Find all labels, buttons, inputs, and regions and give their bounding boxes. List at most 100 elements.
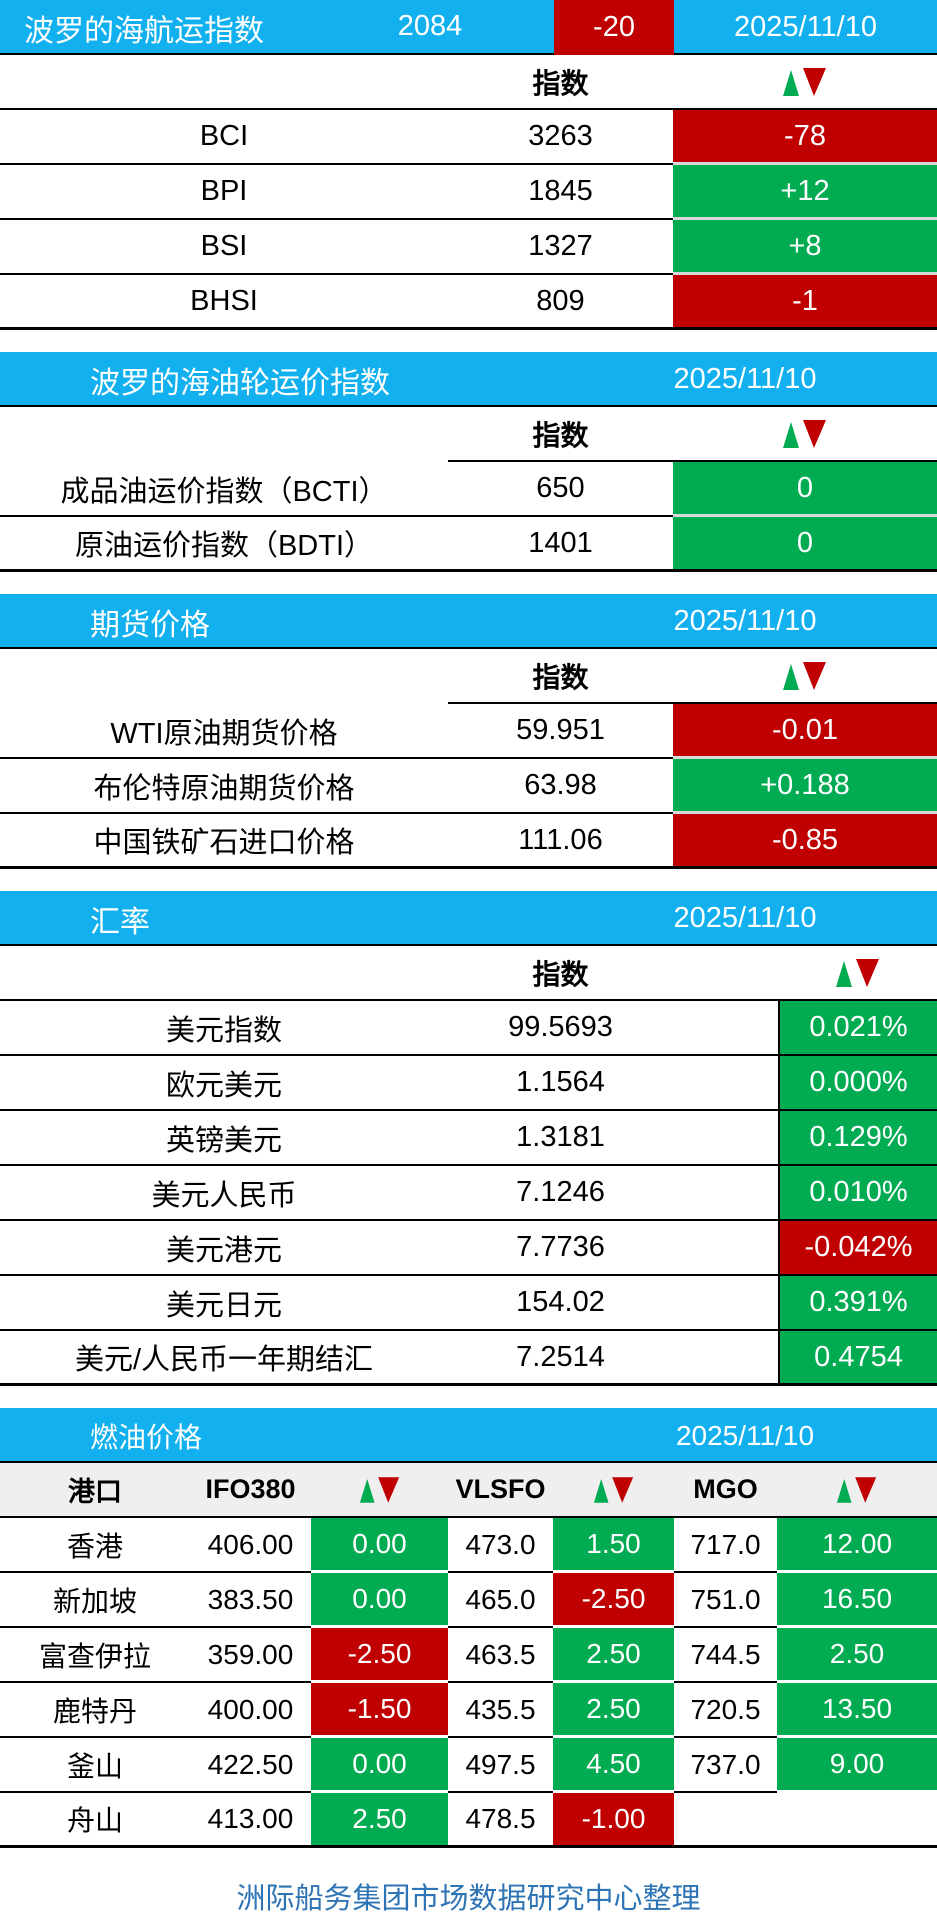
report-date: 2025/11/10 (673, 902, 817, 934)
row-change: -0.85 (673, 814, 937, 869)
vlsfo-value: 473.0 (448, 1518, 553, 1573)
up-down-icon (782, 419, 828, 449)
empty-cell (0, 946, 448, 1001)
vlsfo-value: 478.5 (448, 1793, 553, 1848)
row-value: 154.02 (448, 1276, 673, 1331)
row-label: 美元人民币 (0, 1166, 448, 1221)
row-label: BHSI (0, 275, 448, 330)
table-row: 美元人民币 7.1246 0.010% (0, 1166, 937, 1221)
footer-credit: 洲际船务集团市场数据研究中心整理 (236, 1883, 701, 1915)
mgo-value (674, 1793, 777, 1848)
ifo380-value: 359.00 (190, 1628, 311, 1683)
row-value: 111.06 (448, 814, 673, 869)
up-down-icon (836, 1476, 878, 1504)
row-change: 0 (673, 517, 937, 572)
port-name: 釜山 (0, 1738, 190, 1793)
port-name: 香港 (0, 1518, 190, 1573)
up-down-icon (359, 1476, 401, 1504)
mgo-change: 12.00 (777, 1518, 937, 1573)
table-row: BHSI 809 -1 (0, 275, 937, 330)
mgo-change: 16.50 (777, 1573, 937, 1628)
headline-index-value: 2084 (397, 10, 463, 42)
report-date: 2025/11/10 (673, 605, 817, 637)
row-change: -1 (673, 275, 937, 330)
section-header: 波罗的海航运指数 2084 -20 2025/11/10 (0, 0, 937, 55)
vlsfo-column-header: VLSFO (448, 1463, 553, 1518)
section-title-cell: 波罗的海航运指数 2084 (0, 0, 554, 55)
row-change: 0.129% (778, 1111, 937, 1166)
row-label: BCI (0, 110, 448, 165)
row-change: -0.042% (778, 1221, 937, 1276)
table-row: 新加坡 383.50 0.00 465.0 -2.50 751.0 16.50 (0, 1573, 937, 1628)
empty-cell (673, 1166, 778, 1221)
up-down-icon (782, 661, 828, 691)
ifo380-value: 400.00 (190, 1683, 311, 1738)
row-value: 3263 (448, 110, 673, 165)
row-label: 美元日元 (0, 1276, 448, 1331)
section-header: 燃油价格 2025/11/10 (0, 1408, 937, 1463)
up-down-icon (593, 1476, 635, 1504)
section-baltic-shipping-index: 波罗的海航运指数 2084 -20 2025/11/10 指数 BCI 3263… (0, 0, 937, 330)
row-label: 美元/人民币一年期结汇 (0, 1331, 448, 1386)
vlsfo-value: 435.5 (448, 1683, 553, 1738)
row-change: 0.010% (778, 1166, 937, 1221)
empty-cell (673, 1111, 778, 1166)
ifo380-change: 0.00 (311, 1518, 448, 1573)
report-date: 2025/11/10 (675, 1419, 815, 1451)
port-name: 鹿特丹 (0, 1683, 190, 1738)
section-title: 波罗的海油轮运价指数 (90, 366, 390, 400)
table-row: 香港 406.00 0.00 473.0 1.50 717.0 12.00 (0, 1518, 937, 1573)
row-label: 美元指数 (0, 1001, 448, 1056)
column-header-row: 港口 IFO380 VLSFO MGO (0, 1463, 937, 1518)
row-value: 1.1564 (448, 1056, 673, 1111)
ifo380-change: 0.00 (311, 1573, 448, 1628)
empty-cell (673, 1221, 778, 1276)
index-column-header: 指数 (448, 55, 673, 110)
table-row: 成品油运价指数（BCTI） 650 0 (0, 462, 937, 517)
ifo380-change: 2.50 (311, 1793, 448, 1848)
empty-cell (673, 1331, 778, 1386)
section-header: 波罗的海油轮运价指数 2025/11/10 (0, 352, 937, 407)
ifo380-column-header: IFO380 (190, 1463, 311, 1518)
ifo380-change: -1.50 (311, 1683, 448, 1738)
table-row: 布伦特原油期货价格 63.98 +0.188 (0, 759, 937, 814)
ifo380-value: 422.50 (190, 1738, 311, 1793)
row-value: 1327 (448, 220, 673, 275)
section-title: 燃油价格 (90, 1421, 203, 1453)
table-row: 釜山 422.50 0.00 497.5 4.50 737.0 9.00 (0, 1738, 937, 1793)
mgo-change: 9.00 (777, 1738, 937, 1793)
port-name: 舟山 (0, 1793, 190, 1848)
row-value: 650 (448, 462, 673, 517)
empty-cell (673, 1056, 778, 1111)
column-header-row: 指数 (0, 946, 937, 1001)
ifo380-change: -2.50 (311, 1628, 448, 1683)
section-header: 汇率 2025/11/10 (0, 891, 937, 946)
ifo380-value: 383.50 (190, 1573, 311, 1628)
empty-cell (0, 55, 448, 110)
mgo-value: 737.0 (674, 1738, 777, 1793)
section-title: 期货价格 (90, 608, 210, 642)
section-header: 期货价格 2025/11/10 (0, 594, 937, 649)
row-label: 美元港元 (0, 1221, 448, 1276)
vlsfo-change: 4.50 (553, 1738, 674, 1793)
section-futures-prices: 期货价格 2025/11/10 指数 WTI原油期货价格 59.951 -0.0… (0, 594, 937, 869)
row-label: BSI (0, 220, 448, 275)
section-baltic-tanker-index: 波罗的海油轮运价指数 2025/11/10 指数 成品油运价指数（BCTI） 6… (0, 352, 937, 572)
row-change: 0.391% (778, 1276, 937, 1331)
table-row: 英镑美元 1.3181 0.129% (0, 1111, 937, 1166)
headline-change-badge: -20 (554, 0, 674, 55)
port-column-header: 港口 (0, 1463, 190, 1518)
table-row: 欧元美元 1.1564 0.000% (0, 1056, 937, 1111)
table-row: 美元/人民币一年期结汇 7.2514 0.4754 (0, 1331, 937, 1386)
vlsfo-value: 463.5 (448, 1628, 553, 1683)
mgo-value: 717.0 (674, 1518, 777, 1573)
empty-cell (0, 407, 448, 462)
empty-cell (673, 946, 778, 1001)
row-label: 布伦特原油期货价格 (0, 759, 448, 814)
index-column-header: 指数 (448, 407, 673, 462)
change-column-header (553, 1463, 674, 1518)
table-row: 美元指数 99.5693 0.021% (0, 1001, 937, 1056)
mgo-column-header: MGO (674, 1463, 777, 1518)
row-label: 原油运价指数（BDTI） (0, 517, 448, 572)
